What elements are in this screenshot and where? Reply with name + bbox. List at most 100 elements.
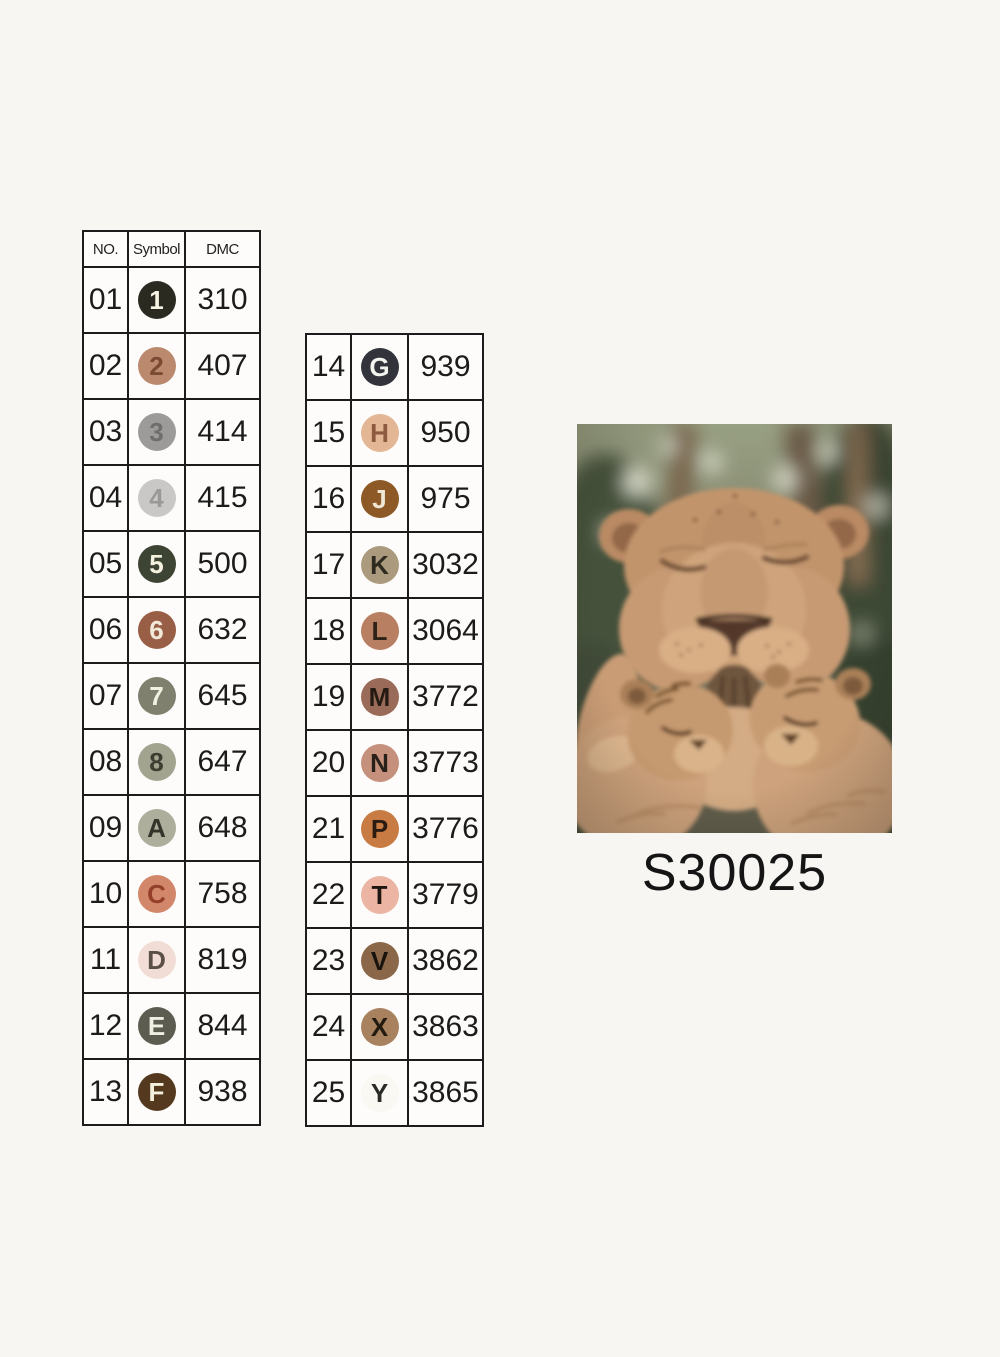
symbol-circle: V [360, 942, 399, 980]
row-number: 10 [84, 860, 127, 926]
row-number: 25 [307, 1059, 350, 1125]
table-row: 15 H 950 [307, 399, 482, 465]
header-dmc: DMC [184, 232, 259, 266]
dmc-code: 950 [407, 399, 482, 465]
symbol-circle: J [360, 480, 399, 518]
table-row: 08 8 647 [84, 728, 259, 794]
row-number: 24 [307, 993, 350, 1059]
table-row: 04 4 415 [84, 464, 259, 530]
symbol-circle: 8 [137, 743, 176, 781]
row-number: 04 [84, 464, 127, 530]
symbol-cell: 5 [127, 530, 184, 596]
symbol-cell: 7 [127, 662, 184, 728]
symbol-cell: 1 [127, 266, 184, 332]
color-key-table-2: 14 G 939 15 H 950 16 J 975 17 K [305, 333, 484, 1127]
table-row: 01 1 310 [84, 266, 259, 332]
dmc-code: 648 [184, 794, 259, 860]
dmc-code: 407 [184, 332, 259, 398]
row-number: 21 [307, 795, 350, 861]
table-row: 24 X 3863 [307, 993, 482, 1059]
row-number: 07 [84, 662, 127, 728]
symbol-cell: P [350, 795, 407, 861]
dmc-code: 3772 [407, 663, 482, 729]
table-row: 03 3 414 [84, 398, 259, 464]
symbol-cell: V [350, 927, 407, 993]
dmc-code: 414 [184, 398, 259, 464]
row-number: 23 [307, 927, 350, 993]
table-row: 05 5 500 [84, 530, 259, 596]
dmc-code: 3863 [407, 993, 482, 1059]
dmc-code: 939 [407, 335, 482, 399]
row-number: 09 [84, 794, 127, 860]
symbol-cell: L [350, 597, 407, 663]
table-header-row: NO. Symbol DMC [84, 232, 259, 266]
table-row: 22 T 3779 [307, 861, 482, 927]
symbol-circle: M [360, 678, 399, 716]
symbol-cell: G [350, 335, 407, 399]
dmc-code: 3776 [407, 795, 482, 861]
symbol-cell: J [350, 465, 407, 531]
table-row: 06 6 632 [84, 596, 259, 662]
symbol-circle: 6 [137, 611, 176, 649]
symbol-circle: 2 [137, 347, 176, 385]
symbol-cell: F [127, 1058, 184, 1124]
dmc-code: 3865 [407, 1059, 482, 1125]
table-row: 09 A 648 [84, 794, 259, 860]
row-number: 14 [307, 335, 350, 399]
header-no: NO. [84, 232, 127, 266]
row-number: 06 [84, 596, 127, 662]
symbol-cell: 3 [127, 398, 184, 464]
symbol-circle: G [360, 348, 399, 386]
symbol-circle: C [137, 875, 176, 913]
row-number: 22 [307, 861, 350, 927]
dmc-code: 938 [184, 1058, 259, 1124]
symbol-circle: 5 [137, 545, 176, 583]
symbol-cell: M [350, 663, 407, 729]
row-number: 17 [307, 531, 350, 597]
symbol-circle: K [360, 546, 399, 584]
dmc-code: 500 [184, 530, 259, 596]
dmc-code: 645 [184, 662, 259, 728]
dmc-code: 844 [184, 992, 259, 1058]
row-number: 01 [84, 266, 127, 332]
row-number: 18 [307, 597, 350, 663]
pattern-preview-photo [577, 424, 892, 833]
symbol-circle: L [360, 612, 399, 650]
dmc-code: 415 [184, 464, 259, 530]
table-row: 17 K 3032 [307, 531, 482, 597]
symbol-circle: Y [360, 1074, 399, 1112]
table-row: 12 E 844 [84, 992, 259, 1058]
table-row: 23 V 3862 [307, 927, 482, 993]
row-number: 02 [84, 332, 127, 398]
symbol-circle: T [360, 876, 399, 914]
table-row: 14 G 939 [307, 335, 482, 399]
dmc-code: 3032 [407, 531, 482, 597]
row-number: 03 [84, 398, 127, 464]
row-number: 12 [84, 992, 127, 1058]
symbol-cell: D [127, 926, 184, 992]
row-number: 19 [307, 663, 350, 729]
table-row: 21 P 3776 [307, 795, 482, 861]
symbol-circle: D [137, 941, 176, 979]
symbol-circle: P [360, 810, 399, 848]
symbol-circle: H [360, 414, 399, 452]
dmc-code: 3862 [407, 927, 482, 993]
table-row: 02 2 407 [84, 332, 259, 398]
symbol-circle: F [137, 1073, 176, 1111]
symbol-circle: 3 [137, 413, 176, 451]
symbol-circle: 4 [137, 479, 176, 517]
color-key-table-1: NO. Symbol DMC 01 1 310 02 2 407 03 3 41… [82, 230, 261, 1126]
symbol-cell: 6 [127, 596, 184, 662]
symbol-cell: Y [350, 1059, 407, 1125]
row-number: 11 [84, 926, 127, 992]
table-row: 19 M 3772 [307, 663, 482, 729]
lioness-with-cubs-illustration [577, 424, 892, 833]
symbol-cell: E [127, 992, 184, 1058]
dmc-code: 819 [184, 926, 259, 992]
row-number: 15 [307, 399, 350, 465]
table-row: 20 N 3773 [307, 729, 482, 795]
symbol-cell: T [350, 861, 407, 927]
dmc-code: 758 [184, 860, 259, 926]
dmc-code: 647 [184, 728, 259, 794]
row-number: 05 [84, 530, 127, 596]
